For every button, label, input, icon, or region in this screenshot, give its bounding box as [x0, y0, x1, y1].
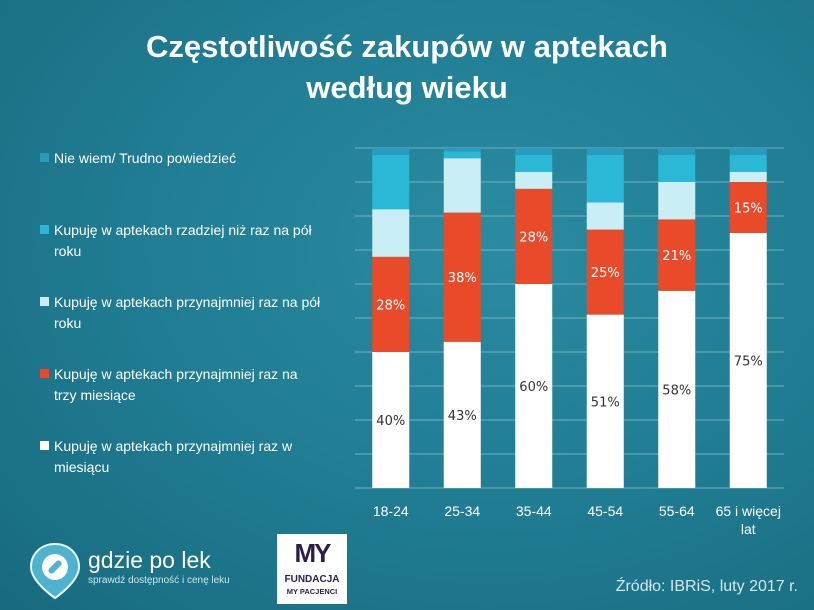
chart-title-line-1: Częstotliwość zakupów w aptekach — [146, 29, 668, 64]
bar-segment — [515, 171, 553, 189]
bar-segment — [372, 148, 410, 155]
bar-segment — [515, 188, 553, 284]
bar-segment — [586, 154, 624, 203]
data-label: 43% — [448, 409, 477, 424]
category-label: 25-34 — [444, 503, 480, 519]
category-label: 18-24 — [373, 503, 409, 519]
data-label: 60% — [519, 380, 548, 395]
bar-segment — [443, 158, 481, 213]
legend-swatch — [40, 297, 49, 306]
brand-tagline: sprawdź dostępność i cenę leku — [88, 575, 230, 586]
data-label: 51% — [591, 395, 620, 410]
bar-segment — [729, 233, 767, 488]
legend-swatch — [40, 153, 49, 162]
category-label: 55-64 — [659, 503, 695, 519]
bar-segment — [729, 154, 767, 172]
data-label: 21% — [662, 249, 691, 264]
brand-name: gdzie po lek — [88, 547, 211, 573]
legend-label: Kupuję w aptekach przynajmniej raz w mie… — [54, 438, 293, 475]
bar-segment — [372, 352, 410, 488]
legend-label: Nie wiem/ Trudno powiedzieć — [54, 150, 237, 166]
partner-logo-line-2: MY PACJENCI — [286, 587, 338, 596]
bar-segment — [443, 148, 481, 152]
category-label: 35-44 — [516, 503, 552, 519]
bar-segment — [658, 148, 696, 155]
bar-segment — [515, 284, 553, 488]
data-label: 40% — [376, 414, 405, 429]
bar-segment — [658, 290, 696, 488]
legend-swatch — [40, 441, 49, 450]
bar-segment — [372, 154, 410, 210]
data-label: 28% — [519, 230, 548, 245]
source-note: Źródło: IBRiS, luty 2017 r. — [615, 578, 798, 595]
bar-segment — [586, 314, 624, 488]
bar-segment — [372, 209, 410, 257]
bar-segment — [443, 212, 481, 342]
legend-label: Kupuję w aptekach przynajmniej raz na pó… — [54, 294, 321, 331]
bar-segment — [729, 171, 767, 182]
legend-label: Kupuję w aptekach rzadziej niż raz na pó… — [54, 222, 312, 259]
bar-segment — [729, 148, 767, 155]
legend-swatch — [40, 369, 49, 378]
data-label: 15% — [734, 202, 763, 217]
bar-segment — [515, 148, 553, 155]
data-label: 25% — [591, 266, 620, 281]
bar-segment — [658, 182, 696, 220]
partner-logo-line-1: FUNDACJA — [284, 574, 340, 585]
chart-title: Częstotliwość zakupów w aptekach według … — [0, 26, 814, 108]
bar-segment — [586, 148, 624, 155]
pin-pill-icon — [29, 542, 81, 600]
bar-segment — [586, 229, 624, 315]
fundacja-logo: MY FUNDACJA MY PACJENCI — [277, 534, 347, 604]
bar-segment — [372, 256, 410, 352]
bar-segment — [586, 202, 624, 230]
data-label: 75% — [734, 355, 763, 370]
data-label: 38% — [448, 271, 477, 286]
partner-logo-mark: MY — [294, 538, 332, 568]
legend-label: Kupuję w aptekach przynajmniej raz na tr… — [54, 366, 298, 403]
bar-segment — [729, 182, 767, 233]
legend-swatch — [40, 225, 49, 234]
bar-segment — [515, 154, 553, 172]
bar-segment — [443, 341, 481, 488]
bar-segment — [658, 154, 696, 182]
category-label: 65 i więcej lat — [716, 503, 781, 537]
bar-segment — [443, 151, 481, 159]
chart-title-line-2: według wieku — [306, 70, 508, 105]
data-label: 28% — [376, 298, 405, 313]
bar-segment — [658, 219, 696, 291]
category-label: 45-54 — [587, 503, 623, 519]
data-label: 58% — [662, 383, 691, 398]
